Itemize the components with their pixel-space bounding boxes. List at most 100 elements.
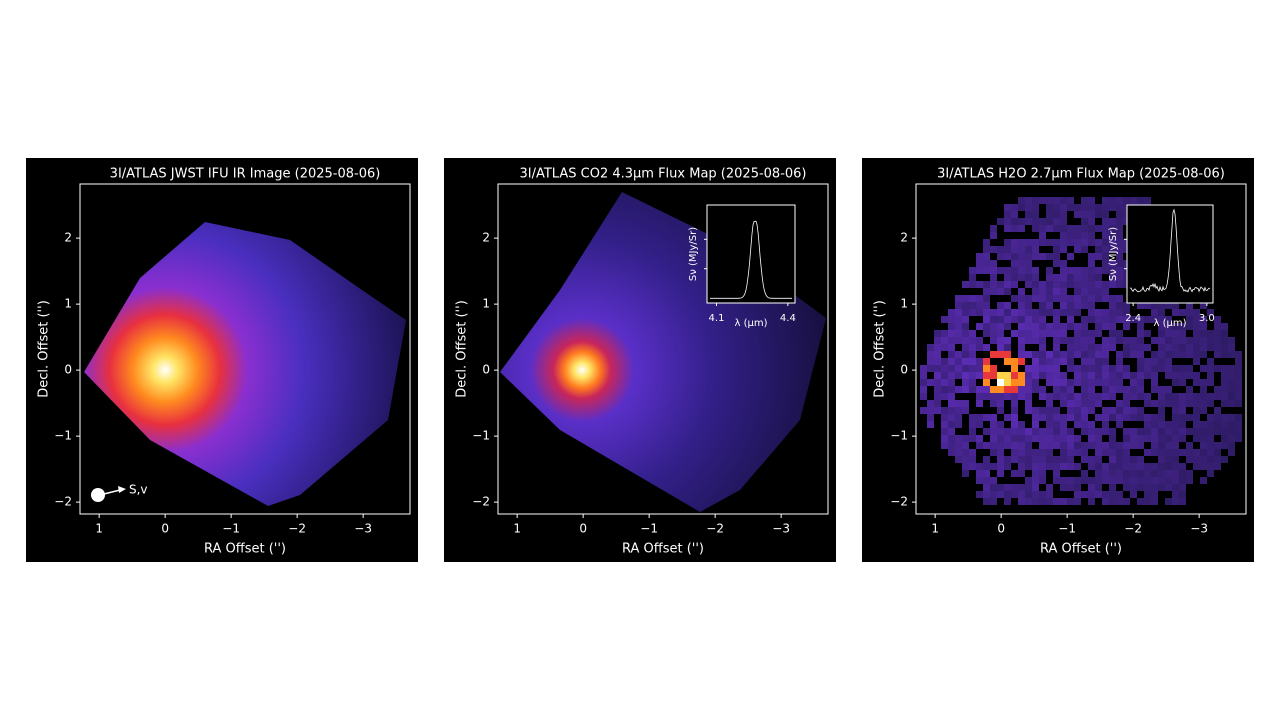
pixel [1172, 379, 1179, 386]
pixel [1018, 463, 1025, 470]
pixel [1025, 400, 1032, 407]
pixel [1053, 456, 1060, 463]
pixel [1200, 449, 1207, 456]
pixel [1039, 491, 1046, 498]
pixel [934, 365, 941, 372]
pixel [1186, 428, 1193, 435]
plot-frame [497, 183, 829, 515]
pixel [1116, 386, 1123, 393]
pixel [983, 309, 990, 316]
pixel [1011, 484, 1018, 491]
pixel [1116, 379, 1123, 386]
pixel [1039, 463, 1046, 470]
pixel [955, 456, 962, 463]
pixel [1165, 400, 1172, 407]
pixel [1235, 435, 1242, 442]
pixel [1081, 449, 1088, 456]
pixel [1095, 309, 1102, 316]
pixel [1200, 344, 1207, 351]
pixel [934, 337, 941, 344]
pixel [1158, 393, 1165, 400]
pixel [1165, 302, 1172, 309]
pixel [1081, 302, 1088, 309]
pixel [1193, 449, 1200, 456]
pixel [1067, 393, 1074, 400]
pixel [969, 372, 976, 379]
pixel [1095, 393, 1102, 400]
pixel [1018, 267, 1025, 274]
pixel [1025, 302, 1032, 309]
pixel [1060, 260, 1067, 267]
pixel [990, 428, 997, 435]
pixel [1109, 302, 1116, 309]
y-tick-label: −2 [472, 495, 490, 509]
pixel [1137, 379, 1144, 386]
pixel [1221, 379, 1228, 386]
pixel [990, 351, 997, 358]
pixel [1088, 239, 1095, 246]
pixel [955, 323, 962, 330]
pixel [1116, 246, 1123, 253]
pixel [1011, 260, 1018, 267]
pixel [997, 288, 1004, 295]
pixel [1137, 372, 1144, 379]
pixel [1165, 316, 1172, 323]
pixel [969, 344, 976, 351]
pixel [1067, 484, 1074, 491]
pixel [983, 295, 990, 302]
pixel [1158, 330, 1165, 337]
pixel [1046, 435, 1053, 442]
pixel [1221, 400, 1228, 407]
pixel [1193, 456, 1200, 463]
pixel [1151, 379, 1158, 386]
pixel [1046, 449, 1053, 456]
pixel [1088, 295, 1095, 302]
pixel [1060, 428, 1067, 435]
pixel [948, 351, 955, 358]
pixel [1144, 344, 1151, 351]
pixel [1018, 442, 1025, 449]
pixel [1137, 484, 1144, 491]
pixel [1025, 393, 1032, 400]
pixel [948, 316, 955, 323]
pixel [1018, 386, 1025, 393]
pixel [1074, 274, 1081, 281]
pixel [1214, 344, 1221, 351]
pixel [1137, 197, 1144, 204]
pixel [997, 372, 1004, 379]
pixel [1088, 386, 1095, 393]
pixel [1067, 274, 1074, 281]
pixel [1081, 274, 1088, 281]
pixel [997, 330, 1004, 337]
pixel [1137, 470, 1144, 477]
pixel [990, 449, 997, 456]
pixel [948, 309, 955, 316]
pixel [1221, 421, 1228, 428]
pixel [962, 337, 969, 344]
inset-spectrum [710, 220, 792, 299]
y-axis-label: Decl. Offset ('') [37, 300, 52, 398]
pixel [1004, 274, 1011, 281]
pixel [1207, 337, 1214, 344]
pixel [997, 449, 1004, 456]
pixel [1095, 414, 1102, 421]
pixel [1172, 372, 1179, 379]
pixel [1109, 309, 1116, 316]
pixel [990, 372, 997, 379]
pixel [1025, 428, 1032, 435]
pixel [1158, 316, 1165, 323]
pixel [1200, 463, 1207, 470]
pixel [955, 442, 962, 449]
pixel [1095, 204, 1102, 211]
pixel [1004, 456, 1011, 463]
pixel [1116, 456, 1123, 463]
pixel [1095, 253, 1102, 260]
pixel [1165, 337, 1172, 344]
pixel [1067, 379, 1074, 386]
pixel [1102, 428, 1109, 435]
pixel [1137, 428, 1144, 435]
pixel [969, 379, 976, 386]
pixel [997, 407, 1004, 414]
pixel [1067, 358, 1074, 365]
pixel [1165, 456, 1172, 463]
